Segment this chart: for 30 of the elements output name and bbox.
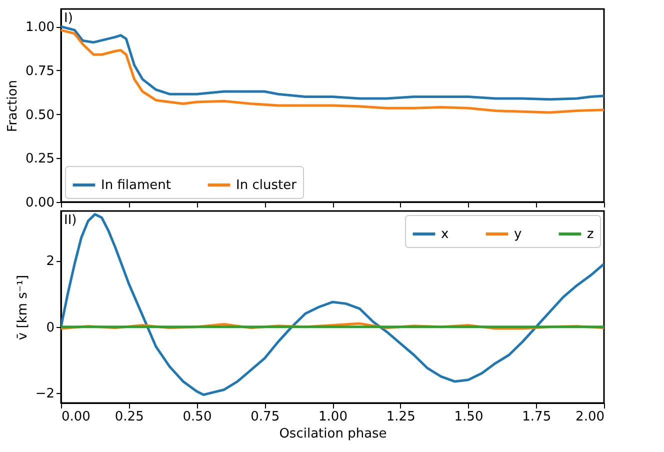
y-tick-label: −2: [35, 386, 54, 402]
legend-label: In cluster: [236, 178, 298, 193]
x-tick-label: 1.75: [522, 410, 552, 424]
x-tick-label: 1.25: [386, 410, 416, 424]
x-tick-label: 1.00: [318, 410, 348, 424]
y-tick-label: 0.25: [26, 152, 54, 167]
x-tick-label: 0.25: [114, 410, 144, 424]
legend-label: z: [587, 227, 594, 242]
y-axis-title: Fraction: [6, 80, 21, 132]
annotation: I): [64, 11, 73, 26]
y-tick-label: 1.00: [26, 20, 54, 36]
line-series: [61, 28, 604, 114]
legend-label: y: [514, 227, 522, 242]
annotation: II): [64, 213, 77, 228]
x-tick-label: 2.00: [576, 410, 604, 424]
y-tick-label: 0.75: [26, 64, 54, 79]
y-tick-label: 0.00: [26, 196, 54, 210]
x-tick-label: 1.50: [454, 410, 484, 424]
x-axis-title: Oscilation phase: [279, 426, 387, 442]
x-tick-label: 0.00: [62, 410, 90, 424]
y-tick-label: 2: [46, 254, 54, 270]
y-axis-title: v̄ [km s⁻¹]: [15, 274, 30, 340]
line-series: [61, 213, 604, 396]
y-tick-label: 0: [46, 320, 54, 336]
line-series: [61, 25, 604, 101]
legend-label: x: [441, 227, 449, 242]
y-tick-label: 0.50: [26, 108, 54, 123]
x-tick-label: 0.75: [250, 410, 280, 424]
x-tick-label: 0.50: [182, 410, 212, 424]
legend-label: In filament: [101, 178, 171, 193]
